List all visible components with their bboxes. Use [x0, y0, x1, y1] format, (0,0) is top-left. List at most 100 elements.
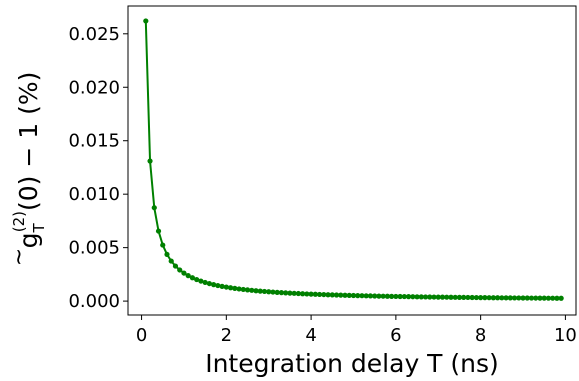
data-point	[198, 278, 204, 284]
data-point	[168, 258, 174, 264]
data-point	[346, 292, 352, 298]
data-point	[257, 288, 263, 294]
data-point	[232, 285, 238, 291]
y-tick-label: 0.025	[68, 24, 120, 45]
data-point	[380, 293, 386, 299]
series-layer	[143, 18, 564, 301]
data-point	[211, 282, 217, 288]
data-point	[494, 295, 501, 301]
data-point	[524, 295, 530, 301]
data-point	[550, 295, 556, 301]
data-point	[266, 289, 272, 295]
x-tick-label: 10	[554, 325, 577, 346]
data-point	[435, 294, 441, 300]
data-point	[478, 295, 484, 301]
data-point	[486, 295, 492, 301]
data-point	[456, 294, 463, 300]
data-point	[465, 294, 471, 301]
data-point	[389, 293, 395, 299]
data-point	[185, 273, 191, 279]
y-label-superscript: (2)	[10, 211, 28, 232]
data-point	[448, 294, 454, 300]
data-point	[490, 295, 496, 301]
data-point	[308, 291, 314, 297]
data-point	[338, 292, 344, 298]
data-point	[223, 284, 229, 290]
data-point	[189, 275, 196, 281]
data-point	[431, 294, 437, 300]
data-point	[270, 289, 276, 295]
svg-text:gT(2)(0) − 1 (%): gT(2)(0) − 1 (%)	[10, 72, 48, 249]
data-point	[401, 293, 407, 300]
data-point	[533, 295, 539, 301]
data-point	[312, 291, 318, 297]
data-point	[528, 295, 535, 301]
data-point	[482, 295, 488, 301]
data-point	[376, 293, 382, 299]
data-point	[439, 294, 446, 300]
data-point	[249, 287, 255, 293]
data-point	[558, 295, 564, 301]
data-point	[143, 18, 149, 24]
data-point	[444, 294, 450, 300]
data-point	[422, 294, 429, 300]
data-point	[240, 286, 246, 293]
data-point	[405, 294, 412, 300]
data-point	[452, 294, 458, 300]
data-point	[274, 289, 280, 295]
data-point	[359, 293, 365, 299]
data-point	[325, 292, 331, 298]
data-point	[469, 294, 475, 301]
data-point	[503, 295, 509, 301]
data-point	[316, 291, 323, 298]
data-point	[291, 290, 297, 296]
data-point	[329, 292, 335, 298]
data-point	[155, 228, 162, 234]
data-point	[181, 270, 187, 276]
y-tick-label: 0.010	[68, 184, 120, 205]
data-point	[473, 294, 479, 301]
data-point	[227, 285, 234, 291]
data-point	[206, 280, 212, 287]
y-tick-label: 0.000	[68, 291, 120, 312]
x-tick-label: 4	[305, 325, 316, 346]
y-tick-label: 0.020	[68, 77, 120, 98]
data-point	[147, 158, 153, 164]
data-point	[304, 291, 310, 297]
y-label-base: g	[14, 232, 43, 248]
y-axis-label: gT(2)(0) − 1 (%)	[10, 72, 48, 249]
data-point	[355, 293, 361, 299]
data-point	[537, 295, 543, 301]
data-point	[295, 290, 301, 297]
data-point	[418, 294, 424, 300]
y-axis-ticks: 0.000 0.005 0.010 0.015 0.020 0.025	[68, 24, 128, 312]
y-tick-label: 0.005	[68, 238, 120, 259]
y-label-subscript: T	[30, 222, 48, 233]
data-point	[414, 294, 420, 300]
data-point	[278, 290, 285, 296]
data-point	[372, 293, 378, 299]
data-point	[342, 292, 348, 298]
data-point	[393, 293, 399, 300]
data-point	[151, 205, 157, 211]
data-point	[384, 293, 390, 299]
data-point	[244, 287, 251, 293]
data-point	[397, 293, 403, 300]
data-point	[253, 288, 259, 294]
data-point	[261, 288, 268, 295]
x-tick-label: 6	[390, 325, 401, 346]
data-point	[507, 295, 513, 301]
data-point	[516, 295, 522, 301]
data-point	[321, 291, 327, 298]
data-point	[520, 295, 526, 301]
plot-area	[128, 6, 576, 315]
data-point	[283, 290, 289, 296]
data-point	[541, 295, 547, 301]
data-point	[499, 295, 505, 301]
data-point	[160, 242, 166, 248]
y-label-rest: (0) − 1 (%)	[14, 72, 43, 211]
data-point	[172, 263, 179, 269]
data-point	[545, 295, 552, 301]
y-label-accent: ~	[7, 248, 32, 266]
x-tick-label: 8	[475, 325, 486, 346]
